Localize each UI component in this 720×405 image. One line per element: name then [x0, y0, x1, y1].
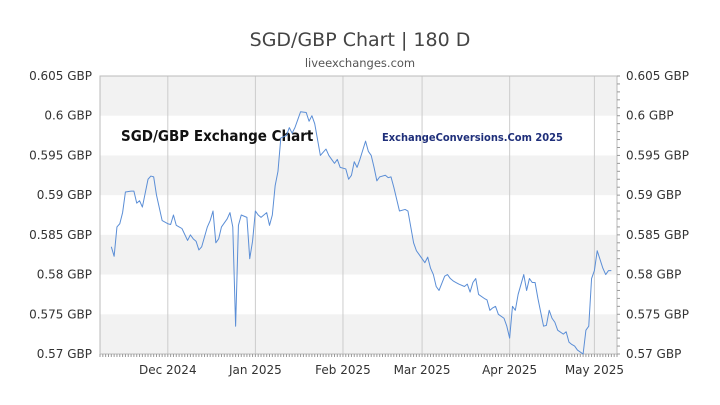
y-tick-label-left: 0.57 GBP — [37, 347, 92, 361]
grid-band — [100, 76, 617, 116]
x-tick-label: Jan 2025 — [228, 363, 282, 377]
plot-frame — [99, 75, 618, 355]
horizontal-bands — [100, 76, 617, 354]
x-tick-label: Apr 2025 — [482, 363, 537, 377]
watermark-site: ExchangeConversions.Com 2025 — [382, 131, 563, 144]
x-axis: Dec 2024 Jan 2025 Feb 2025 Mar 2025 Apr 2025… — [99, 354, 624, 377]
grid-band — [100, 234, 617, 275]
y-axis-right: 0.57 GBP 0.575 GBP 0.58 GBP 0.585 GBP 0.59 G… — [617, 69, 689, 361]
y-tick-label-left: 0.59 GBP — [37, 188, 92, 202]
chart-title: SGD/GBP Chart | 180 D — [250, 29, 471, 51]
y-tick-label-right: 0.605 GBP — [626, 69, 689, 83]
y-tick-label-right: 0.57 GBP — [626, 347, 681, 361]
y-axis-left: 0.57 GBP 0.575 GBP 0.58 GBP 0.585 GBP 0.59 G… — [29, 69, 92, 361]
y-tick-label-left: 0.6 GBP — [44, 109, 92, 123]
y-tick-label-left: 0.605 GBP — [29, 69, 92, 83]
grid-band — [100, 155, 617, 196]
y-tick-label-right: 0.59 GBP — [626, 188, 681, 202]
y-tick-label-left: 0.575 GBP — [29, 307, 92, 321]
x-tick-label: Feb 2025 — [315, 363, 371, 377]
y-tick-label-left: 0.595 GBP — [29, 148, 92, 162]
y-tick-label-left: 0.585 GBP — [29, 228, 92, 242]
series-line — [110, 111, 612, 355]
y-tick-label-left: 0.58 GBP — [37, 268, 92, 282]
watermark-title: SGD/GBP Exchange Chart — [121, 127, 314, 145]
y-tick-label-right: 0.58 GBP — [626, 268, 681, 282]
y-tick-label-right: 0.585 GBP — [626, 228, 689, 242]
y-tick-label-right: 0.575 GBP — [626, 307, 689, 321]
x-tick-label: Mar 2025 — [394, 363, 451, 377]
x-tick-label: May 2025 — [565, 363, 624, 377]
y-tick-label-right: 0.6 GBP — [626, 109, 674, 123]
chart-subtitle: liveexchanges.com — [305, 56, 415, 70]
y-tick-label-right: 0.595 GBP — [626, 148, 689, 162]
vertical-gridlines — [167, 76, 595, 354]
grid-band — [100, 314, 617, 354]
x-tick-label: Dec 2024 — [139, 363, 197, 377]
